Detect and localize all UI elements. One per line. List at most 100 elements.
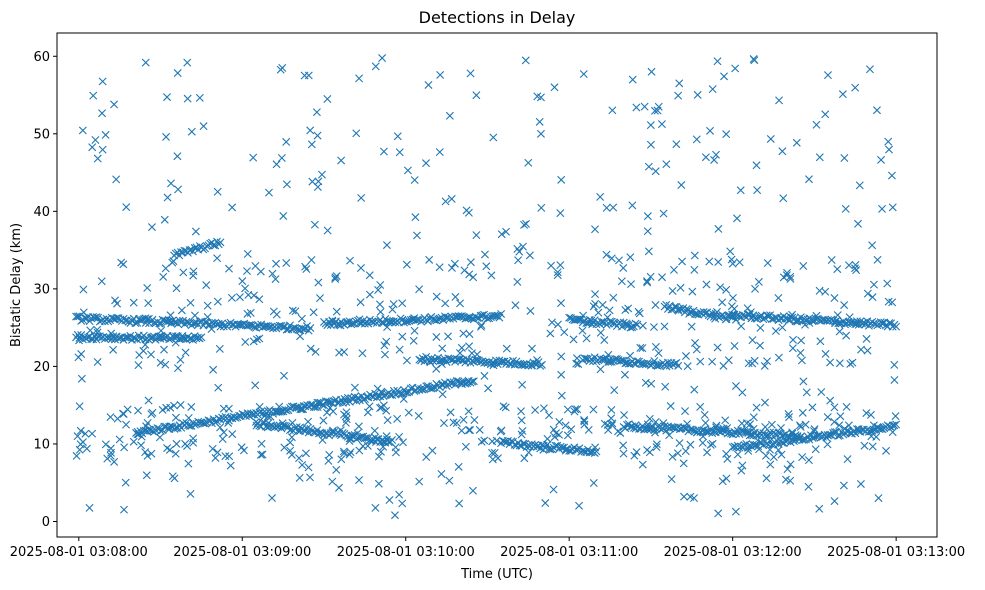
detection-point — [547, 261, 556, 270]
detection-point — [159, 272, 168, 281]
detection-point — [312, 108, 321, 117]
detection-point — [393, 414, 402, 423]
detection-point — [817, 388, 826, 397]
detection-point — [213, 448, 222, 457]
detection-point — [86, 326, 95, 335]
detection-point — [456, 299, 465, 308]
detection-point — [110, 457, 119, 466]
detection-point — [857, 345, 865, 354]
detection-point — [395, 345, 404, 354]
detection-point — [716, 283, 725, 292]
detection-point — [148, 408, 157, 417]
detection-point — [710, 155, 719, 164]
detection-point — [401, 388, 410, 397]
detection-point — [447, 263, 456, 272]
detection-point — [345, 437, 354, 446]
detection-point — [102, 333, 111, 342]
detection-point — [738, 388, 747, 397]
detection-point — [490, 311, 499, 320]
detection-point — [708, 85, 717, 94]
detection-point — [669, 265, 678, 274]
detection-point — [544, 444, 553, 453]
detection-point — [862, 334, 871, 343]
detection-point — [219, 428, 228, 437]
detection-point — [342, 408, 351, 417]
detection-point — [681, 407, 690, 416]
detection-point — [856, 479, 865, 488]
detection-point — [866, 410, 875, 419]
detection-point — [158, 333, 167, 342]
detection-point — [848, 358, 857, 367]
detection-point — [441, 197, 450, 206]
detection-point — [804, 456, 813, 465]
detection-point — [280, 371, 288, 380]
detection-point — [340, 347, 349, 356]
detection-point — [190, 311, 199, 320]
detection-point — [158, 405, 167, 414]
detection-point — [674, 91, 683, 100]
detection-point — [589, 302, 598, 311]
detection-point — [786, 476, 795, 485]
detection-point — [645, 414, 654, 423]
detection-point — [761, 430, 770, 439]
detection-point — [537, 360, 546, 369]
detection-point — [170, 401, 179, 410]
detection-point — [823, 413, 832, 422]
detection-point — [556, 261, 565, 270]
detection-point — [756, 341, 765, 350]
detection-point — [524, 448, 533, 457]
detection-point — [892, 322, 901, 331]
detection-point — [872, 106, 881, 115]
detection-point — [799, 377, 808, 386]
detection-point — [708, 439, 717, 448]
detection-point — [735, 258, 744, 267]
detection-point — [681, 447, 690, 456]
detection-point — [147, 223, 156, 232]
detection-point — [226, 461, 235, 470]
detection-point — [328, 477, 337, 486]
detection-point — [98, 109, 107, 118]
detection-point — [208, 444, 217, 453]
detection-point — [163, 424, 172, 433]
detection-point — [626, 351, 635, 360]
detection-point — [733, 214, 741, 223]
detection-point — [750, 314, 759, 323]
detection-point — [575, 501, 584, 510]
detection-point — [446, 408, 455, 417]
detection-point — [345, 256, 354, 265]
detection-point — [457, 312, 466, 321]
detection-point — [376, 307, 385, 316]
detection-point — [469, 273, 478, 282]
detection-point — [708, 357, 717, 366]
detection-point — [869, 280, 878, 289]
detection-point — [635, 309, 644, 318]
detection-point — [106, 448, 115, 457]
detection-point — [398, 332, 407, 341]
detection-point — [844, 261, 853, 270]
detection-point — [73, 312, 82, 321]
detection-point — [706, 440, 715, 449]
detection-point — [464, 407, 473, 416]
detection-point — [878, 318, 887, 327]
detection-point — [555, 417, 564, 426]
detection-point — [633, 357, 642, 366]
detection-point — [395, 490, 404, 499]
detection-point — [112, 175, 121, 184]
detection-point — [607, 414, 616, 423]
detection-point — [314, 429, 323, 438]
detection-point — [177, 306, 186, 315]
detection-point — [279, 211, 288, 220]
detection-point — [435, 148, 444, 157]
detection-point — [256, 450, 265, 459]
detection-point — [109, 345, 118, 354]
detection-point — [775, 96, 784, 105]
detection-point — [553, 268, 562, 277]
detection-point — [325, 450, 334, 459]
detection-point — [375, 300, 384, 309]
detection-point — [77, 350, 86, 359]
detection-point — [753, 186, 762, 195]
detection-point — [227, 293, 236, 302]
detection-point — [569, 335, 578, 344]
detection-point — [268, 494, 276, 503]
detection-point — [110, 100, 119, 109]
